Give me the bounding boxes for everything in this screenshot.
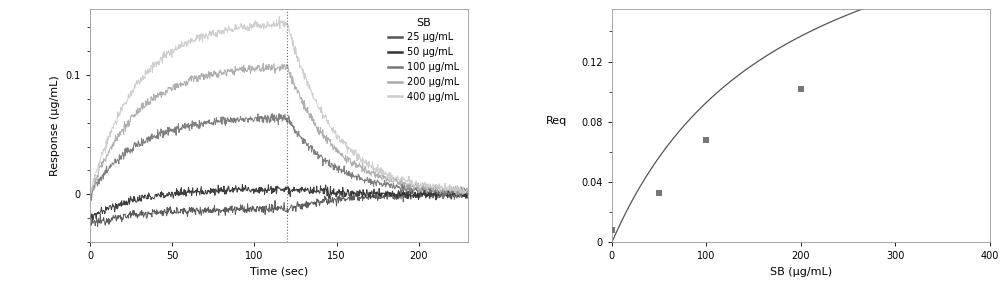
Legend: 25 μg/mL, 50 μg/mL, 100 μg/mL, 200 μg/mL, 400 μg/mL: 25 μg/mL, 50 μg/mL, 100 μg/mL, 200 μg/mL… <box>384 14 463 106</box>
Y-axis label: Req: Req <box>546 116 567 126</box>
Point <box>604 228 620 233</box>
Point <box>793 86 809 91</box>
Y-axis label: Response (μg/mL): Response (μg/mL) <box>50 75 60 176</box>
Point <box>651 190 667 195</box>
X-axis label: Time (sec): Time (sec) <box>250 267 308 277</box>
Point <box>698 138 714 142</box>
X-axis label: SB (μg/mL): SB (μg/mL) <box>770 267 832 277</box>
